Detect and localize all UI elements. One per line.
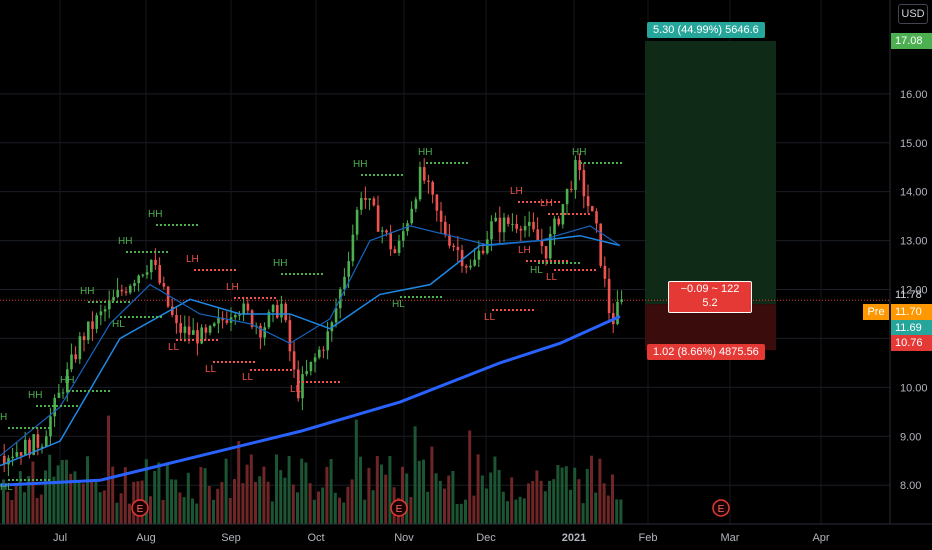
pivot-label-lh: LH [510,186,523,197]
moving-averages [0,225,621,487]
price-tick-label: 15.00 [900,138,928,150]
pivot-label-lh: LH [518,245,531,256]
time-tick-label: Dec [476,532,496,544]
time-tick-label: Mar [721,532,740,544]
pivot-annotations: HHLHHHHHHHLHHHHLHLLLHLLLLHHLLHHHLHHLHLLL… [0,147,622,493]
position-center-line2: 5.2 [702,297,718,309]
pivot-label-high: HH [148,209,162,220]
earnings-marker[interactable]: E [390,499,408,517]
pivot-label-lh: LH [540,198,553,209]
stop-label[interactable]: 1.02 (8.66%) 4875.56 [647,344,765,360]
time-tick-label: Sep [221,532,241,544]
target-price-tag: 17.08 [891,33,932,49]
pivot-label-high: HH [60,375,74,386]
pivot-label-high: HH [273,258,287,269]
volume-bars [2,415,623,524]
price-tick-label: 14.00 [900,187,928,199]
target-label[interactable]: 5.30 (44.99%) 5646.6 [647,22,765,38]
position-center-line1: −0.09 ~ 122 [680,283,740,295]
price-tick-label: 10.00 [900,382,928,394]
pivot-label-lh: LH [186,254,199,265]
pre-price-tag: 11.70 [891,304,932,320]
pivot-label-ll: LL [242,372,254,383]
pivot-label-high: HH [80,286,94,297]
last-price-tag: 11.78 [895,289,922,301]
svg-text:E: E [137,504,144,515]
price-tick-label: 8.00 [900,480,921,492]
pivot-label-high: HH [118,236,132,247]
earnings-marker[interactable]: E [712,499,730,517]
svg-text:E: E [396,504,403,515]
candlestick-series [3,153,623,477]
pivot-label-ll: LL [205,364,217,375]
time-tick-label: Aug [136,532,156,544]
svg-text:E: E [718,504,725,515]
pre-market-label: Pre [863,304,889,320]
price-tick-label: 9.00 [900,431,921,443]
currency-button[interactable]: USD [898,4,928,24]
pivot-label-high: H [0,412,7,423]
pivot-label-low: HL [0,482,13,493]
time-tick-label: Jul [53,532,67,544]
pivot-label-high: HH [572,147,586,158]
pivot-label-ll: LL [290,384,302,395]
time-tick-label: Feb [639,532,658,544]
entry-price-tag: 11.69 [891,320,932,336]
price-tick-label: 16.00 [900,89,928,101]
pivot-label-high: HH [28,390,42,401]
pivot-label-low: HL [392,299,405,310]
time-tick-label: Oct [307,532,324,544]
pivot-label-high: HH [353,159,367,170]
time-tick-label: Nov [394,532,414,544]
pivot-label-high: HH [418,147,432,158]
price-axis[interactable]: 16.0015.0014.0013.0012.0011.0010.009.008… [889,0,932,524]
earnings-marker[interactable]: E [131,499,149,517]
pivot-label-low: HL [530,265,543,276]
time-axis[interactable]: Jul Aug Sep Oct Nov Dec 2021 Feb Mar Apr [0,523,932,544]
pivot-label-ll: LL [484,312,496,323]
pivot-label-low: HL [112,319,125,330]
position-center-box[interactable]: −0.09 ~ 122 5.2 [668,281,752,313]
time-tick-label: 2021 [562,532,586,544]
price-tick-label: 12.00 [900,285,928,297]
stop-price-tag: 10.76 [891,335,932,351]
pivot-label-ll: LL [168,342,180,353]
pivot-label-lh: LH [226,282,239,293]
pivot-label-ll: LL [546,272,558,283]
price-tick-label: 13.00 [900,236,928,248]
long-position-tool[interactable] [0,41,890,351]
time-tick-label: Apr [812,532,829,544]
